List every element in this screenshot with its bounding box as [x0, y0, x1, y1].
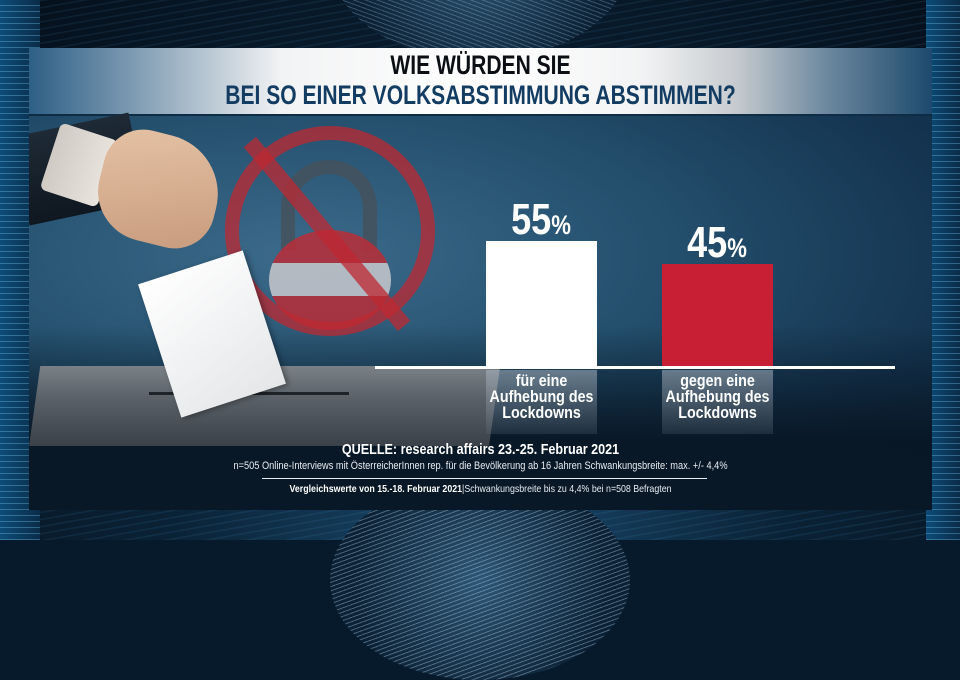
bar-value-yes: 55%: [475, 198, 606, 242]
bar-no: [662, 264, 773, 366]
title-line-2: BEI SO EINER VOLKSABSTIMMUNG ABSTIMMEN?: [225, 80, 736, 110]
label-line: für eine: [515, 371, 568, 390]
bar-value-unit: %: [551, 210, 571, 240]
label-line: gegen eine: [680, 371, 755, 390]
bar-value-number: 45: [687, 218, 728, 267]
source-divider: [262, 478, 707, 479]
title-line-1: WIE WÜRDEN SIE: [390, 50, 571, 80]
ballot-illustration: [29, 112, 501, 446]
chart-baseline: [375, 366, 895, 369]
title-band: WIE WÜRDEN SIE BEI SO EINER VOLKSABSTIMM…: [29, 48, 932, 116]
comparison-separator: |: [462, 483, 465, 495]
label-line: Aufhebung des: [665, 387, 770, 406]
source-comparison: Vergleichswerte von 15.-18. Februar 2021…: [101, 483, 860, 495]
bar-yes: [486, 241, 597, 366]
category-label-no: gegen eine Aufhebung des Lockdowns: [662, 371, 772, 422]
comparison-detail: Schwankungsbreite bis zu 4,4% bei n=508 …: [464, 483, 672, 495]
label-line: Lockdowns: [502, 403, 581, 422]
bar-value-unit: %: [727, 233, 747, 263]
label-line: Aufhebung des: [489, 387, 594, 406]
source-detail: n=505 Online-Interviews mit Österreicher…: [233, 460, 728, 472]
infographic-panel: WIE WÜRDEN SIE BEI SO EINER VOLKSABSTIMM…: [29, 48, 932, 510]
category-box-yes: für eine Aufhebung des Lockdowns: [486, 370, 597, 434]
bar-value-number: 55: [511, 195, 552, 244]
category-box-no: gegen eine Aufhebung des Lockdowns: [662, 370, 773, 434]
globe-bottom-decoration: [330, 480, 630, 680]
comparison-period: Vergleichswerte von 15.-18. Februar 2021: [289, 483, 463, 495]
category-label-yes: für eine Aufhebung des Lockdowns: [486, 371, 596, 422]
bar-value-no: 45%: [651, 221, 782, 265]
label-line: Lockdowns: [678, 403, 757, 422]
source-title: QUELLE: research affairs 23.-25. Februar…: [341, 441, 620, 458]
